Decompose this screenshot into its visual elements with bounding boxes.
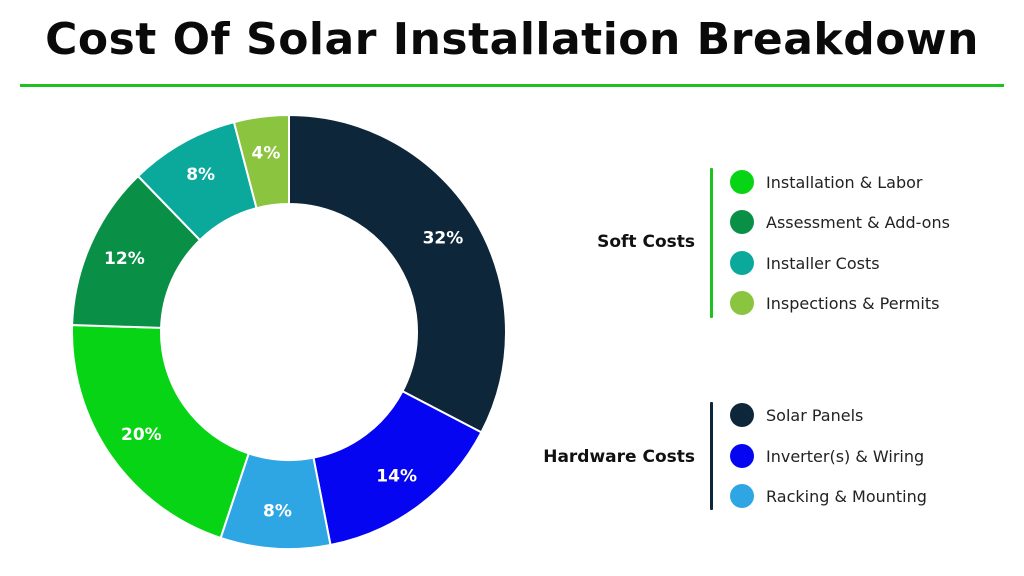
legend-label: Solar Panels: [766, 405, 864, 425]
slice-inspections-permits: [232, 113, 290, 210]
slice-data-label: 8%: [263, 502, 292, 522]
hardware-costs-bracket: [710, 402, 713, 510]
assessment-addons-swatch-icon: [730, 210, 754, 234]
legend-label: Assessment & Add-ons: [766, 212, 950, 232]
slice-data-label: 14%: [376, 466, 417, 486]
chart-title: Cost Of Solar Installation Breakdown: [45, 14, 979, 65]
legend-item-racking-mounting: Racking & Mounting: [730, 482, 927, 510]
slice-data-label: 8%: [186, 165, 215, 185]
slice-data-label: 20%: [121, 425, 162, 445]
legend-item-installation-labor: Installation & Labor: [730, 168, 923, 196]
legend-item-installer-costs: Installer Costs: [730, 249, 880, 277]
installation-labor-swatch-icon: [730, 170, 754, 194]
donut-chart: 32% 14% 8% 20% 12% 8% 4%: [71, 113, 507, 550]
legend-item-inverter-wiring: Inverter(s) & Wiring: [730, 442, 924, 470]
racking-mounting-swatch-icon: [730, 484, 754, 508]
legend-item-solar-panels: Solar Panels: [730, 401, 863, 429]
soft-costs-bracket: [710, 168, 713, 318]
soft-costs-label: Soft Costs: [597, 232, 695, 252]
legend-label: Inspections & Permits: [766, 293, 940, 313]
legend-group-hardware-costs: Hardware Costs Solar Panels Inverter(s) …: [530, 400, 970, 515]
inverter-wiring-swatch-icon: [730, 444, 754, 468]
legend-label: Installation & Labor: [766, 172, 923, 192]
slice-data-label: 12%: [104, 249, 145, 269]
legend-item-assessment-addons: Assessment & Add-ons: [730, 208, 950, 236]
installer-costs-swatch-icon: [730, 251, 754, 275]
inspections-permits-swatch-icon: [730, 291, 754, 315]
legend-label: Racking & Mounting: [766, 486, 927, 506]
slice-installation-labor: [71, 324, 250, 540]
legend-item-inspections-permits: Inspections & Permits: [730, 289, 939, 317]
solar-panels-swatch-icon: [730, 403, 754, 427]
legend-group-soft-costs: Soft Costs Installation & Labor Assessme…: [530, 166, 970, 321]
hardware-costs-label: Hardware Costs: [543, 447, 695, 467]
legend-label: Inverter(s) & Wiring: [766, 446, 925, 466]
slice-data-label: 4%: [252, 143, 281, 163]
legend-label: Installer Costs: [766, 253, 880, 273]
title-divider: [20, 84, 1004, 87]
slice-solar-panels: [288, 113, 507, 434]
slice-data-label: 32%: [423, 229, 464, 249]
